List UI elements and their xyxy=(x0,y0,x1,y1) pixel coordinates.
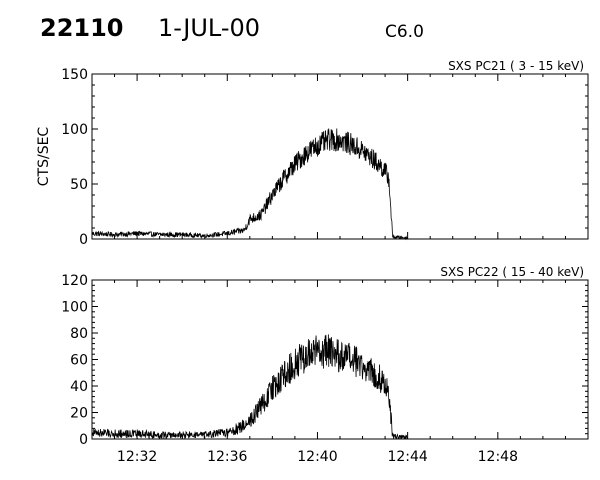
y-tick-label: 40 xyxy=(70,379,88,395)
y-tick-label: 150 xyxy=(61,67,88,83)
y-tick-label: 50 xyxy=(70,177,88,193)
y-tick-label: 100 xyxy=(61,300,88,316)
y-tick-label: 0 xyxy=(79,432,88,448)
y-tick-label: 20 xyxy=(70,406,88,422)
x-tick-label: 12:32 xyxy=(117,449,157,465)
plot-frame xyxy=(91,279,589,440)
series-line xyxy=(91,128,409,241)
x-tick-label: 12:40 xyxy=(297,449,337,465)
x-tick-label: 12:48 xyxy=(478,449,518,465)
panel-1: SXS PC21 ( 3 - 15 keV) 0 50 100 150 CTS/SEC xyxy=(36,59,589,248)
event-id: 22110 xyxy=(40,14,124,42)
x-tick-label: 12:44 xyxy=(387,449,427,465)
panel-2: SXS PC22 ( 15 - 40 keV) 0 20 40 60 80 100 120 12… xyxy=(61,265,589,465)
x-tick-label: 12:36 xyxy=(207,449,247,465)
y-tick-label: 100 xyxy=(61,122,88,138)
channel-label: SXS PC22 ( 15 - 40 keV) xyxy=(440,265,584,279)
y-tick-label: 120 xyxy=(61,273,88,289)
y-tick-label: 0 xyxy=(79,232,88,248)
y-axis-label: CTS/SEC xyxy=(36,127,52,187)
channel-label: SXS PC21 ( 3 - 15 keV) xyxy=(448,59,584,73)
y-tick-label: 80 xyxy=(70,326,88,342)
goes-class: C6.0 xyxy=(385,22,424,42)
y-tick-label: 60 xyxy=(70,353,88,369)
observation-date: 1-JUL-00 xyxy=(158,14,261,42)
series-line xyxy=(91,334,408,440)
plot-frame xyxy=(91,73,589,240)
